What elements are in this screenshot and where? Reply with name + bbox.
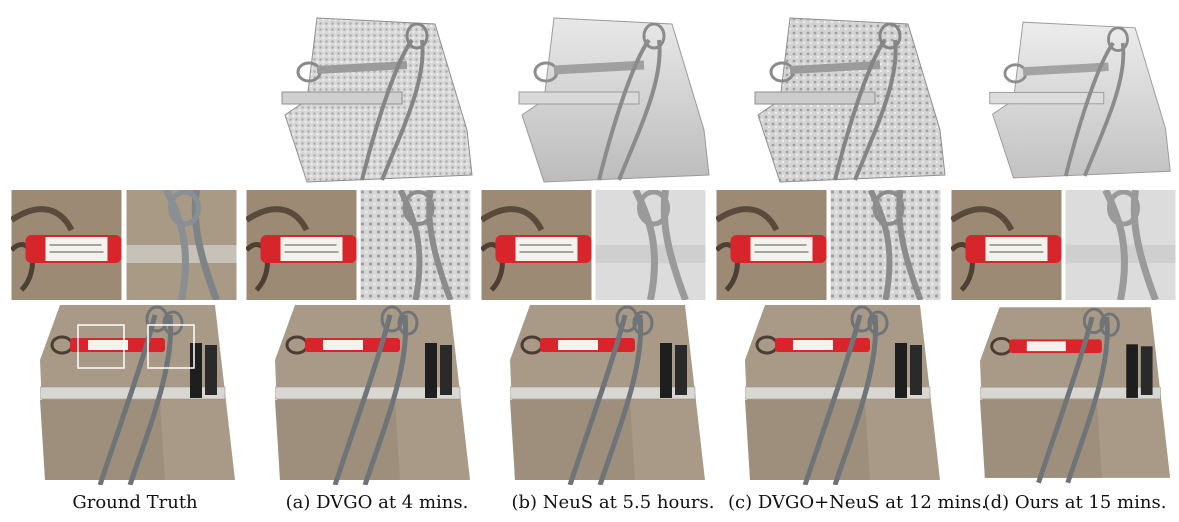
caption-neus: (b) NeuS at 5.5 hours. [511, 492, 715, 513]
mesh-render-ours [989, 21, 1171, 179]
mesh-render-dvgo-neus [754, 17, 946, 183]
dvgoneus-rgb-render [745, 305, 945, 485]
mesh-render-dvgo [281, 17, 473, 183]
dvgoneus-zoom-crop-mesh [830, 190, 941, 300]
zoom-box-scissors [147, 324, 195, 369]
dvgoneus-zoom-crop-rgb [716, 190, 827, 300]
caption-dvgo-neus: (c) DVGO+NeuS at 12 mins. [728, 492, 987, 513]
zoom-box-label [77, 324, 125, 369]
caption-ground-truth: Ground Truth [72, 492, 198, 513]
caption-dvgo: (a) DVGO at 4 mins. [285, 492, 469, 513]
neus-zoom-crop-mesh [595, 190, 706, 300]
ours-zoom-crop-rgb [951, 190, 1062, 300]
neus-rgb-render [510, 305, 710, 485]
dvgo-zoom-crop-mesh [360, 190, 471, 300]
mesh-render-neus [518, 17, 710, 183]
ours-rgb-render [980, 305, 1175, 485]
ours-zoom-crop-mesh [1065, 190, 1176, 300]
neus-zoom-crop-rgb [481, 190, 592, 300]
gt-zoom-crop-scissors [126, 190, 237, 300]
caption-ours: (d) Ours at 15 mins. [983, 492, 1167, 513]
gt-zoom-crop-label [11, 190, 122, 300]
gt-rgb-image [40, 305, 240, 485]
dvgo-rgb-render [275, 305, 475, 485]
dvgo-zoom-crop-rgb [246, 190, 357, 300]
